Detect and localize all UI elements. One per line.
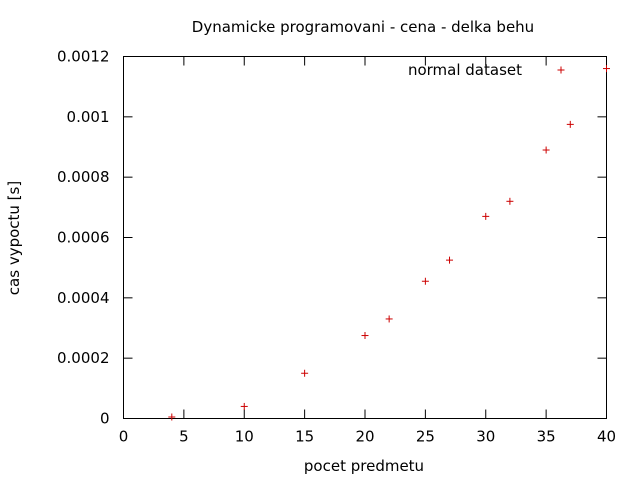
x-tick-label: 30 [476,428,495,446]
legend-plus-marker [557,66,565,74]
y-tick-label: 0.0008 [57,168,110,186]
legend-marker [557,66,565,74]
x-tick-label: 20 [355,428,374,446]
x-tick-label: 10 [235,428,254,446]
legend: normal dataset [408,61,565,79]
x-tick-label: 0 [119,428,129,446]
y-axis-ticks: 0 0.0002 0.0004 0.0006 0.0008 0.001 0.0012 [57,48,607,428]
data-point [603,65,610,73]
chart-title: Dynamicke programovani - cena - delka be… [192,18,534,36]
x-tick-label: 25 [416,428,435,446]
x-tick-label: 5 [179,428,189,446]
y-tick-label: 0 [100,410,110,428]
y-tick-label: 0.0012 [57,48,110,66]
x-axis-ticks: 0 5 10 15 20 25 30 35 40 [119,56,616,446]
legend-label: normal dataset [408,61,522,79]
y-tick-label: 0.0004 [57,289,110,307]
x-tick-label: 15 [295,428,314,446]
x-tick-label: 40 [597,428,616,446]
series-points [168,65,610,421]
data-point [361,332,369,340]
data-point [446,256,454,264]
y-tick-label: 0.0006 [57,229,110,247]
data-point [542,146,550,154]
y-tick-label: 0.0002 [57,349,110,367]
data-point [168,413,176,421]
plot-area-border [123,56,607,419]
data-point [482,212,490,220]
x-tick-label: 35 [537,428,556,446]
y-tick-label: 0.001 [67,108,110,126]
data-point [301,369,309,377]
data-point [385,315,393,323]
data-point [421,277,429,285]
data-point [506,197,514,205]
y-axis-label: cas vypoctu [s] [5,181,23,295]
x-axis-label: pocet predmetu [304,457,424,475]
data-point [566,120,574,128]
data-point [240,402,248,410]
